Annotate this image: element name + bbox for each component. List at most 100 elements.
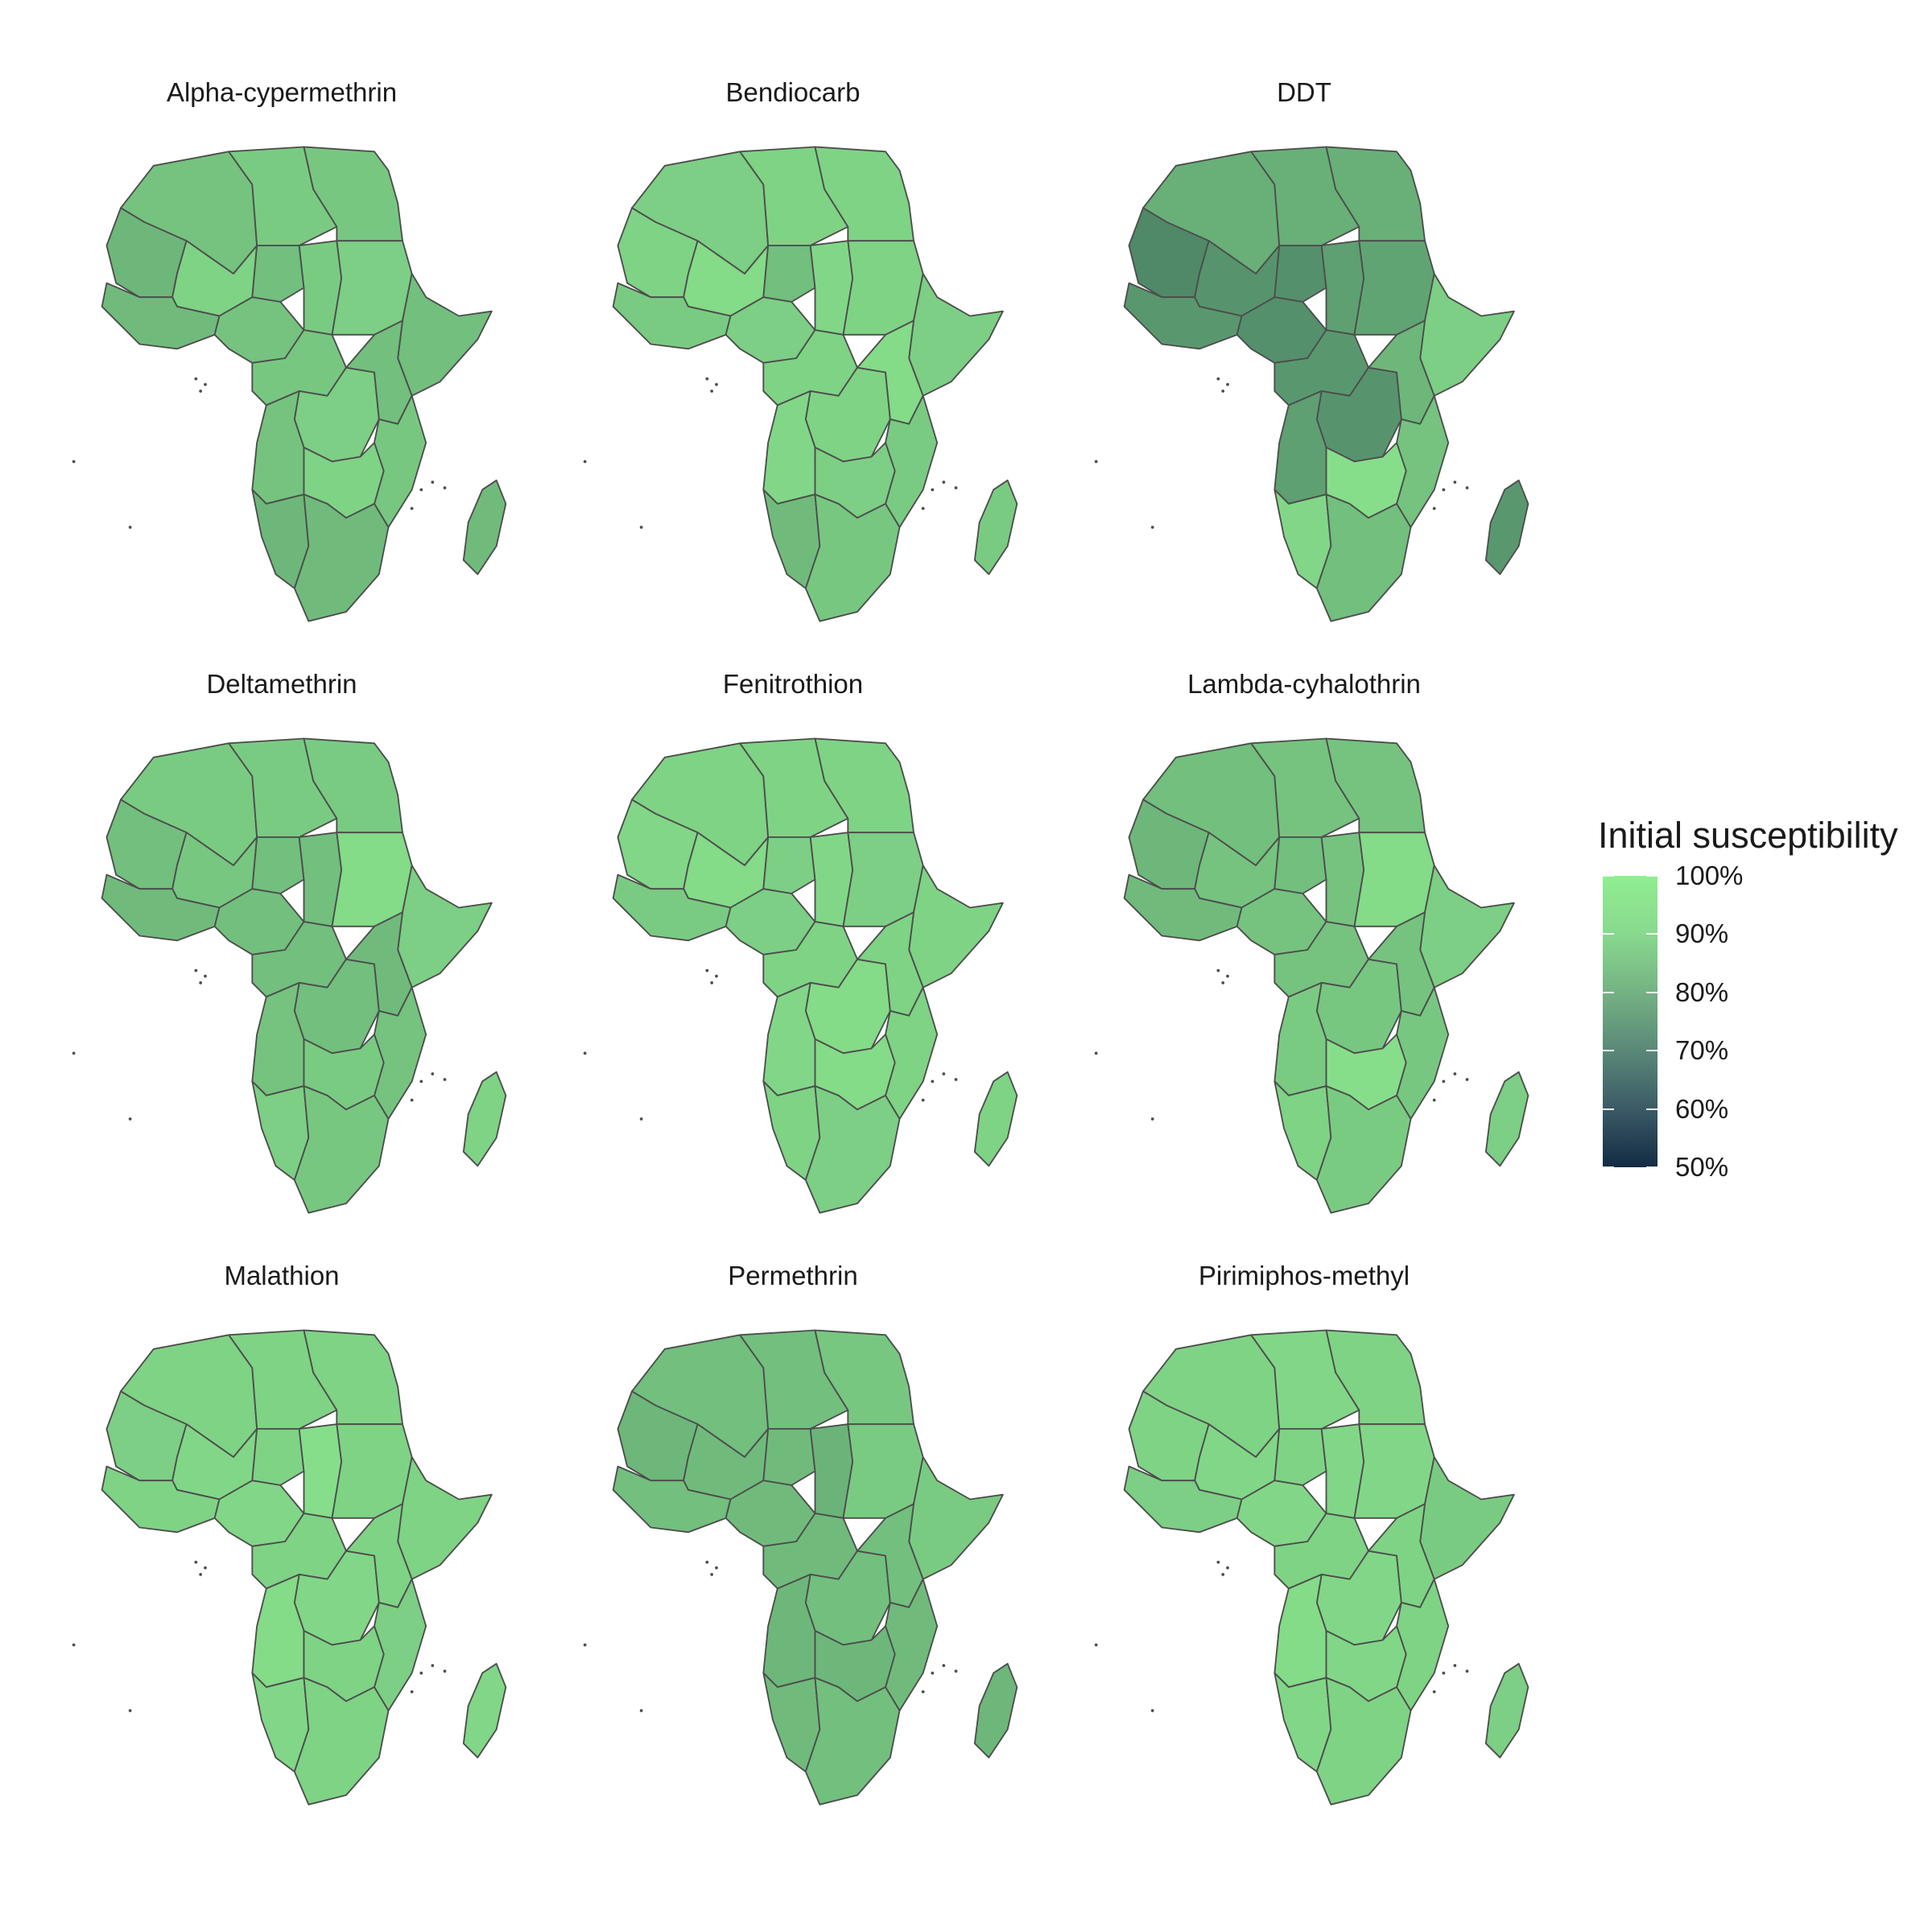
africa-map — [1094, 1329, 1530, 1806]
islet-marker — [419, 488, 423, 492]
islet-marker — [199, 389, 203, 393]
islet-marker — [921, 1690, 925, 1694]
legend-tick-mark — [1646, 875, 1657, 877]
map-panel: DDT — [1055, 76, 1554, 640]
africa-map — [72, 1329, 507, 1806]
region-horn — [908, 273, 1004, 397]
islet-marker — [419, 1671, 423, 1675]
islet-marker — [410, 1098, 414, 1102]
panel-title: Deltamethrin — [206, 669, 357, 699]
region-sudan — [331, 832, 413, 927]
legend-tick-mark — [1646, 1108, 1657, 1110]
region-niger — [762, 245, 816, 303]
africa-map — [1094, 737, 1530, 1214]
islet-marker — [942, 1664, 946, 1667]
legend-tick-label: 70% — [1675, 1035, 1729, 1066]
islet-marker — [1442, 488, 1446, 492]
region-angola — [762, 1573, 816, 1688]
legend-tick-mark — [1646, 991, 1657, 993]
region-niger — [1274, 1428, 1327, 1486]
region-south — [804, 1085, 901, 1214]
islet-marker — [1216, 968, 1220, 972]
panel-title: Pirimiphos-methyl — [1198, 1261, 1410, 1290]
region-madagascar — [462, 1071, 507, 1167]
region-madagascar — [1484, 1662, 1530, 1759]
islet-marker — [410, 506, 414, 510]
islet-marker — [715, 382, 718, 386]
islet-marker — [583, 1051, 587, 1055]
region-madagascar — [973, 1662, 1018, 1759]
panel-title: Bendiocarb — [725, 77, 861, 107]
islet-marker — [1221, 1572, 1225, 1576]
legend-tick-mark — [1646, 933, 1657, 935]
region-south — [293, 1085, 390, 1214]
islet-marker — [128, 1709, 132, 1712]
region-south — [804, 1677, 901, 1806]
region-niger — [251, 1428, 305, 1486]
legend-tick-label: 90% — [1675, 919, 1729, 949]
islet-marker — [1453, 1072, 1457, 1075]
panel-title: Alpha-cypermethrin — [166, 77, 398, 107]
islet-marker — [1094, 1643, 1098, 1647]
islet-marker — [194, 377, 198, 381]
islet-marker — [194, 968, 198, 972]
region-madagascar — [973, 479, 1018, 576]
region-niger — [1274, 245, 1327, 303]
region-niger — [1274, 836, 1327, 894]
map-panel: Bendiocarb — [543, 76, 1042, 640]
islet-marker — [1432, 506, 1436, 510]
islet-marker — [443, 1078, 447, 1081]
islet-marker — [1442, 1671, 1446, 1675]
panel-title: Lambda-cyhalothrin — [1187, 669, 1421, 699]
region-horn — [908, 865, 1004, 989]
islet-marker — [204, 382, 207, 386]
region-horn — [1419, 1456, 1515, 1580]
region-niger — [762, 1428, 816, 1486]
islet-marker — [443, 1670, 447, 1673]
islet-marker — [72, 1051, 76, 1055]
islet-marker — [710, 980, 714, 985]
africa-map — [583, 1329, 1018, 1806]
region-south — [1315, 1085, 1412, 1214]
islet-marker — [942, 1072, 946, 1075]
africa-map — [1094, 146, 1530, 622]
islet-marker — [715, 1566, 718, 1570]
islet-marker — [921, 506, 925, 510]
legend-tick-label: 50% — [1675, 1152, 1729, 1182]
region-sudan — [1353, 832, 1435, 927]
region-sudan — [842, 240, 924, 336]
region-south — [293, 1677, 390, 1806]
region-angola — [251, 390, 305, 505]
legend-tick-label: 100% — [1675, 861, 1744, 890]
islet-marker — [1432, 1098, 1436, 1102]
islet-marker — [931, 488, 935, 492]
islet-marker — [931, 1671, 935, 1675]
region-sudan — [331, 240, 413, 336]
map-panel: Permethrin — [543, 1260, 1042, 1823]
region-angola — [251, 981, 305, 1096]
islet-marker — [1216, 1560, 1220, 1564]
islet-marker — [710, 1572, 714, 1576]
legend-title: Initial susceptibility — [1598, 815, 1898, 856]
map-panel: Alpha-cypermethrin — [32, 76, 531, 640]
region-south — [804, 493, 901, 622]
panel-title: Permethrin — [728, 1261, 858, 1290]
region-madagascar — [1484, 1071, 1530, 1167]
islet-marker — [1150, 526, 1154, 529]
islet-marker — [954, 486, 958, 489]
legend-tick-mark — [1646, 1166, 1657, 1168]
region-angola — [762, 390, 816, 505]
region-horn — [397, 1456, 493, 1580]
region-horn — [1419, 865, 1515, 989]
region-sudan — [842, 832, 924, 927]
islet-marker — [1465, 1078, 1469, 1081]
legend-tick-mark — [1603, 1108, 1614, 1110]
islet-marker — [1226, 382, 1229, 386]
islet-marker — [431, 1072, 435, 1075]
region-madagascar — [462, 479, 507, 576]
region-angola — [1274, 981, 1327, 1096]
islet-marker — [639, 526, 643, 529]
legend-tick-mark — [1603, 1050, 1614, 1052]
region-sudan — [1353, 1423, 1435, 1519]
region-horn — [397, 273, 493, 397]
